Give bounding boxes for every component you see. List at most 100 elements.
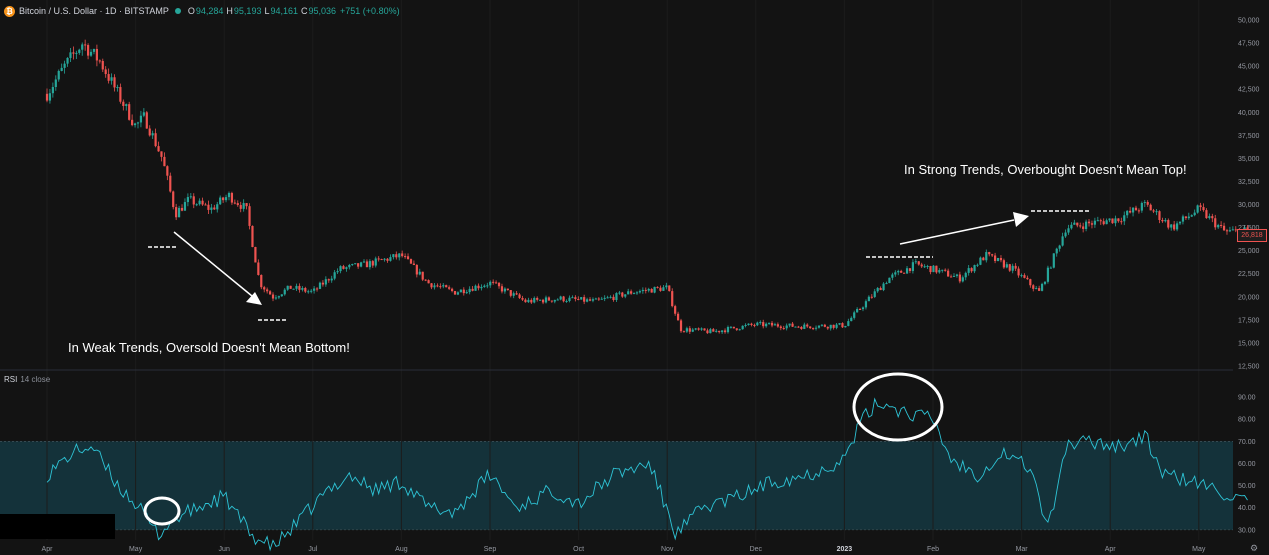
candle-body (850, 317, 853, 322)
candle-body (571, 297, 574, 299)
candle-body (1184, 216, 1187, 219)
candle-body (574, 297, 577, 299)
down-arrow-line (173, 231, 253, 297)
candle-body (216, 204, 219, 210)
candle-body (1070, 224, 1073, 229)
candle-body (814, 327, 818, 329)
time-tick-label: May (1192, 546, 1206, 553)
candle-body (1114, 218, 1117, 224)
candle-body (104, 69, 107, 75)
candle-body (583, 297, 586, 302)
candle-body (374, 258, 377, 266)
price-tick-label: 17,500 (1238, 317, 1260, 324)
candle-body (48, 93, 52, 101)
candle-body (301, 287, 304, 290)
candle-body (1020, 275, 1023, 277)
candle-body (1181, 216, 1185, 222)
candle-body (691, 329, 694, 332)
candle-body (938, 270, 941, 273)
candle-body (759, 322, 762, 324)
candle-body (1017, 268, 1020, 276)
candle-body (236, 203, 239, 206)
market-status-icon (174, 8, 181, 14)
candle-body (1193, 212, 1196, 216)
candle-body (459, 289, 462, 293)
candle-body (999, 257, 1003, 261)
candle-body (1170, 224, 1173, 228)
candle-body (1202, 207, 1205, 211)
candle-body (1058, 245, 1061, 249)
candle-body (351, 264, 354, 266)
candle-body (524, 299, 527, 303)
candle-body (1008, 264, 1011, 271)
candle-body (988, 252, 991, 255)
candle-body (767, 322, 771, 324)
rsi-tick-label: 70.00 (1238, 439, 1256, 446)
change-value: +751 (+0.80%) (340, 6, 400, 16)
candle-body (1052, 253, 1055, 268)
up-arrow-line (899, 219, 1015, 245)
candle-body (412, 263, 416, 265)
time-axis: Apr May Jun Jul Aug Sep Oct Nov Dec 2023 Feb Mar Apr… (42, 546, 1206, 553)
annotation-weak-trend: In Weak Trends, Oversold Doesn't Mean Bo… (68, 340, 350, 355)
candle-body (732, 326, 735, 329)
candle-body (1167, 220, 1170, 228)
candle-body (1105, 220, 1108, 225)
candle-body (712, 329, 715, 332)
candle-body (494, 282, 498, 284)
vertical-gridlines (46, 0, 1200, 540)
candle-body (271, 294, 275, 299)
candle-body (888, 277, 891, 284)
rsi-panel-label[interactable]: RSI 14 close (4, 375, 50, 384)
candle-body (1152, 210, 1155, 212)
candle-body (1164, 220, 1167, 222)
settings-gear-icon[interactable]: ⚙ (1250, 543, 1259, 553)
candle-body (157, 146, 160, 152)
candle-body (424, 279, 427, 281)
candle-body (1055, 248, 1058, 254)
candle-body (192, 196, 195, 205)
candle-body (762, 322, 765, 327)
overbought-circle (852, 372, 944, 442)
time-tick-label: Oct (573, 546, 584, 553)
candle-body (797, 326, 800, 328)
time-tick-label: Nov (661, 546, 674, 553)
candle-body (832, 324, 835, 328)
candle-body (659, 287, 662, 291)
candle-body (697, 328, 700, 330)
candle-body (1099, 220, 1102, 222)
price-tick-label: 30,000 (1238, 202, 1260, 209)
candle-body (242, 203, 245, 209)
candle-body (75, 52, 78, 54)
candle-body (151, 133, 154, 136)
candle-body (500, 286, 504, 292)
candle-body (544, 297, 548, 303)
candle-body (445, 285, 448, 288)
candle-body (991, 254, 994, 256)
candle-body (175, 207, 178, 218)
candle-body (847, 321, 850, 326)
candle-body (671, 291, 674, 307)
price-tick-label: 25,000 (1238, 248, 1260, 255)
candle-body (603, 297, 606, 299)
candle-body (638, 291, 642, 293)
candle-body (307, 291, 310, 293)
candle-body (867, 296, 870, 302)
candle-body (955, 274, 959, 276)
candle-body (1126, 210, 1129, 216)
candle-body (210, 207, 213, 210)
candle-body (145, 112, 148, 129)
candle-body (961, 277, 964, 282)
symbol-title[interactable]: Bitcoin / U.S. Dollar · 1D · BITSTAMP (19, 6, 169, 16)
candle-body (63, 63, 66, 68)
candle-body (1231, 229, 1234, 231)
candle-body (415, 264, 418, 275)
candle-body (1246, 227, 1249, 230)
candle-body (1243, 227, 1246, 231)
candle-body (198, 200, 201, 205)
candle-body (894, 272, 897, 275)
candle-body (268, 291, 272, 295)
candle-body (700, 328, 703, 330)
rsi-tick-label: 50.00 (1238, 483, 1256, 490)
candle-body (239, 205, 242, 209)
